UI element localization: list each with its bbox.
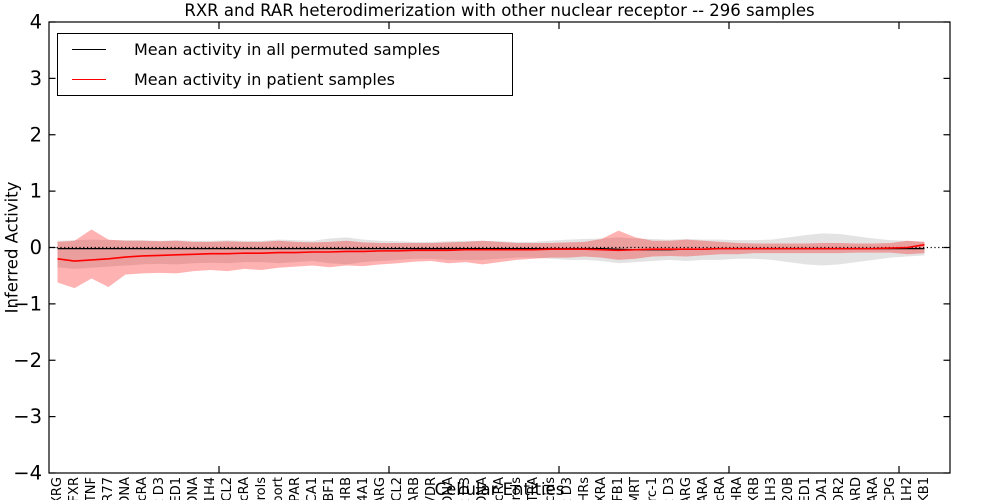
x-category-label: RARs/RARs/DNA/9cRA [713, 477, 728, 500]
x-category-label: RARB [407, 477, 422, 500]
x-category-label: RARs/THRs/DNA/Src-1 [645, 477, 660, 500]
x-category-label: THRA [730, 477, 745, 500]
x-category-label: NCOA1 [815, 477, 830, 500]
x-category-label: NR1H2 [900, 477, 915, 500]
x-category-label: NCOR2 [832, 477, 847, 500]
legend-line-sample [72, 49, 106, 50]
legend-row: Mean activity in patient samples [72, 68, 512, 92]
y-tick-label: 3 [30, 67, 42, 90]
legend-label: Mean activity in patient samples [134, 70, 395, 89]
y-tick-label: −1 [13, 292, 42, 315]
x-category-label: THRB [339, 477, 354, 500]
x-category-label: RXRA [594, 477, 609, 500]
x-category-label: ABCA1 [305, 477, 320, 500]
x-category-label: RXRs/PPAR [288, 477, 303, 500]
legend-label: Mean activity in all permuted samples [134, 40, 441, 59]
y-tick-label: 1 [30, 180, 42, 203]
patient-band [57, 229, 925, 289]
chart-title: RXR and RAR heterodimerization with othe… [184, 1, 815, 20]
y-tick-label: −2 [13, 349, 42, 372]
x-category-label: SREBF1 [322, 477, 337, 500]
x-category-label: TNF [84, 477, 99, 500]
x-category-label: PPARA [696, 477, 711, 500]
x-category-label: RXRs/VDR/DNA/Vit D3 [152, 477, 167, 500]
x-category-label: mol:Oxysterols [509, 477, 524, 500]
x-category-label: RXRs/RXRs/DNA/9cRA [135, 477, 150, 500]
x-category-label: VDR [424, 477, 439, 500]
x-category-label: mol:ATRA [526, 477, 541, 500]
x-category-label: PPARG [373, 477, 388, 500]
x-category-label: NR1H4 [203, 477, 218, 500]
y-tick-label: 0 [30, 236, 42, 259]
x-category-label: MED1 [798, 477, 813, 500]
x-category-label: RXRs/LXRs/DNA [186, 477, 201, 500]
x-category-label: RARs/THRs/DNA/SMRT [628, 477, 643, 500]
patient-mean-line [57, 243, 925, 262]
x-category-label: NR4A1 [356, 477, 371, 500]
x-category-label: mol:Vit D3 [560, 477, 575, 500]
x-category-label: NR1H3 [764, 477, 779, 500]
x-category-label: VDR/VDR/Vit D3 [458, 477, 473, 500]
x-category-label: RXRs/NUR77 [101, 477, 116, 500]
x-category-label: RXRs/LXRs/DNA/Oxysterols [254, 477, 269, 500]
x-category-label: BCL2 [390, 477, 405, 500]
x-axis-label: Cellular Entities [434, 480, 565, 499]
y-tick-label: 2 [30, 123, 42, 146]
x-category-label: RARs/THRs [577, 477, 592, 500]
x-category-label: TGFB1 [611, 477, 626, 500]
legend-line-sample [72, 79, 106, 80]
x-category-label: RXRs/PPAR/9cRA/PGJ2/DNA [118, 477, 133, 500]
y-tick-label: −3 [13, 405, 42, 428]
x-category-label: mol:9cRA [492, 477, 507, 500]
x-category-label: RXRs/NUR77/BCL2 [220, 477, 235, 500]
x-category-label: RARG [679, 477, 694, 500]
x-category-label: mol:Bile acids [543, 477, 558, 500]
x-category-label: RXRs/FXR/9cRA/MED1 [169, 477, 184, 500]
y-tick-label: −4 [13, 462, 42, 485]
x-category-label: RARA [866, 477, 881, 500]
x-category-label: cholesterol transport [271, 477, 286, 500]
x-category-label: RARs/VDR/DNA/Vit D3 [662, 477, 677, 500]
x-category-label: RXRs/LXRs/DNA/9cRA [237, 477, 252, 500]
x-category-label: RXRB [747, 477, 762, 500]
legend: Mean activity in all permuted samples Mea… [57, 33, 513, 96]
y-tick-label: 4 [30, 11, 42, 34]
legend-row: Mean activity in all permuted samples [72, 38, 512, 62]
x-category-label: RPS6KB1 [917, 477, 932, 500]
permuted-band [57, 233, 925, 269]
x-category-label: FAM120B [781, 477, 796, 500]
x-category-label: VDR/Vit D3/DNA [475, 477, 490, 500]
x-category-label: RXR alpha/CCPG [883, 477, 898, 500]
x-category-label: PPARD [849, 477, 864, 500]
x-category-label: RXRG [50, 477, 65, 500]
x-category-label: RXRs/FXR [67, 477, 82, 500]
x-category-label: VDR/VDR/DNA [441, 477, 456, 500]
